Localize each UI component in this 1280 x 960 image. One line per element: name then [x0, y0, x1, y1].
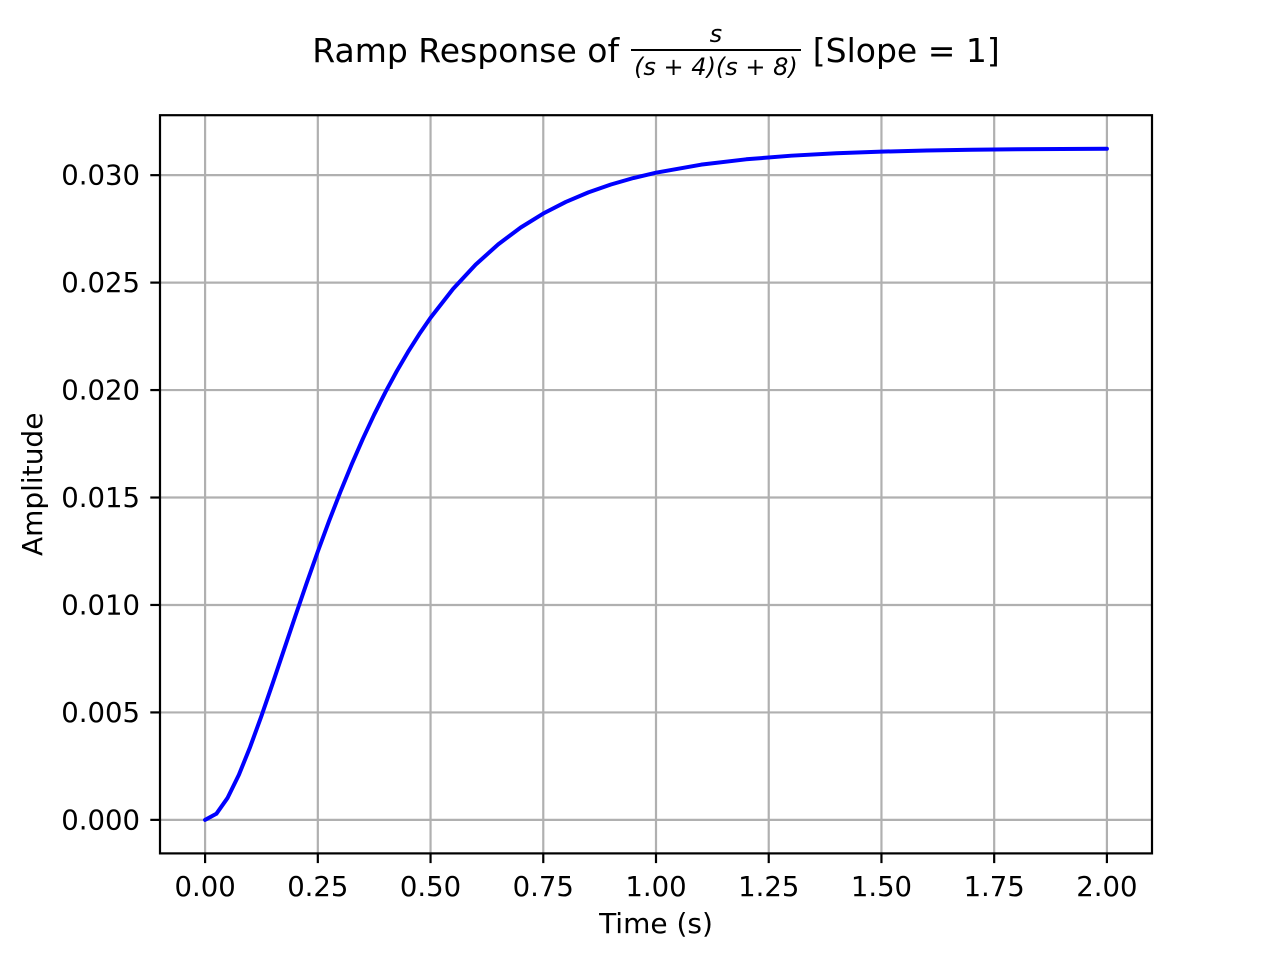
x-tick-label: 1.50	[851, 871, 912, 903]
x-tick-label: 1.25	[738, 871, 799, 903]
fraction-bar	[631, 48, 801, 51]
y-tick-label: 0.000	[61, 804, 140, 836]
y-tick-label: 0.015	[61, 482, 140, 514]
fraction-numerator: s	[709, 19, 723, 48]
y-tick-label: 0.025	[61, 267, 140, 299]
y-tick-label: 0.030	[61, 160, 140, 192]
response-curve	[203, 146, 1109, 822]
y-axis-label: Amplitude	[16, 413, 49, 557]
y-tick-label: 0.010	[61, 589, 140, 621]
title-fraction: s (s + 4)(s + 8)	[631, 22, 801, 79]
fraction-denominator: (s + 4)(s + 8)	[634, 52, 798, 81]
y-tick-label: 0.020	[61, 375, 140, 407]
chart-title: Ramp Response of s (s + 4)(s + 8) [Slope…	[160, 8, 1152, 92]
x-tick-label: 2.00	[1076, 871, 1137, 903]
x-tick-label: 0.25	[287, 871, 348, 903]
x-axis-label: Time (s)	[598, 907, 713, 940]
title-suffix: [Slope = 1]	[812, 30, 1000, 70]
x-tick-label: 0.75	[513, 871, 574, 903]
y-tick-label: 0.005	[61, 697, 140, 729]
x-tick-label: 0.50	[400, 871, 461, 903]
x-tick-label: 0.00	[174, 871, 235, 903]
x-tick-label: 1.75	[964, 871, 1025, 903]
title-prefix: Ramp Response of	[312, 30, 620, 70]
x-tick-label: 1.00	[625, 871, 686, 903]
